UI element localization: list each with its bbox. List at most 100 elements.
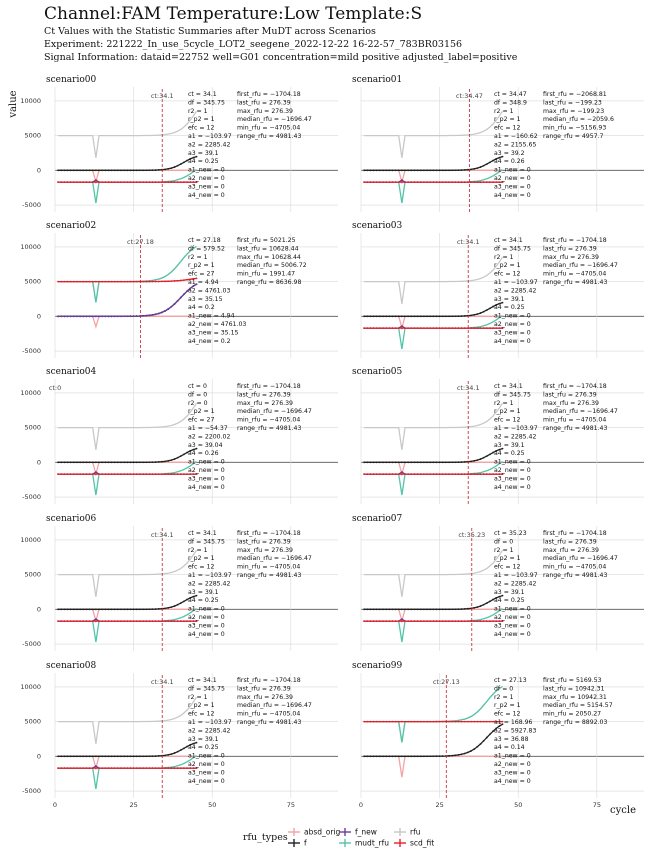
point-f [492, 598, 494, 601]
point-f_new [116, 315, 119, 318]
point-scd_fit [164, 473, 166, 476]
point-scd_fit [145, 620, 148, 623]
stats-right: last_rfu = 10942.31 [543, 685, 605, 692]
x-tick-label: 75 [287, 801, 295, 809]
point-f [170, 459, 173, 462]
y-tick-label: -5000 [22, 201, 41, 209]
point-scd_fit [94, 473, 97, 476]
stats-left: a4_new = 0 [188, 778, 225, 785]
ct-label: ct:35.23 [458, 531, 485, 539]
point-f [145, 608, 148, 611]
stats-left: r_p2 = 1 [494, 408, 521, 415]
point-scd_fit [388, 620, 391, 623]
point-f [72, 755, 75, 758]
point-scd_fit [116, 181, 119, 184]
point-f [135, 169, 138, 172]
stats-left: a4_new = 0 [494, 778, 531, 785]
point-scd_fit [101, 767, 104, 770]
point-f [126, 461, 129, 464]
point-scd_fit [489, 181, 491, 184]
point-f [448, 754, 450, 757]
point-f [57, 461, 60, 464]
point-scd_fit [407, 473, 410, 476]
point-f [388, 169, 391, 172]
point-scd_fit [473, 327, 476, 330]
chart-title: Channel:FAM Temperature:Low Template:S [44, 4, 423, 24]
point-f_new [63, 315, 66, 318]
point-scd_fit [66, 767, 69, 770]
point-scd_fit [69, 181, 72, 184]
point-scd_fit [63, 181, 66, 184]
point-scd_fit [419, 327, 422, 330]
point-scd_fit [492, 720, 494, 723]
panel-title: scenario03 [352, 221, 402, 231]
point-scd_fit [189, 473, 192, 476]
stats-left: a4 = 0.25 [188, 744, 219, 751]
point-scd_fit [173, 473, 176, 476]
subtitle-line-2: Experiment: 221222_In_use_5cycle_LOT2_se… [44, 39, 463, 50]
point-scd_fit [154, 767, 157, 770]
stats-left: a1_new = 0 [494, 606, 531, 613]
point-f_new [57, 315, 60, 318]
stats-left: a3_new = 0 [494, 329, 531, 336]
point-scd_fit [101, 280, 104, 283]
point-f [476, 167, 479, 170]
series-f [364, 723, 503, 757]
legend-label: absd_orig [304, 828, 341, 837]
stats-left: a1_new = 0 [188, 753, 225, 760]
point-scd_fit [123, 181, 126, 184]
legend-title: rfu_types [243, 832, 288, 843]
point-scd_fit [57, 473, 60, 476]
y-tick-label: 10000 [20, 243, 41, 251]
point-f [363, 755, 366, 758]
point-scd_fit [429, 327, 432, 330]
stats-right: last_rfu = 276.39 [237, 99, 291, 106]
stats-left: df = 345.75 [188, 538, 225, 545]
point-f [394, 755, 397, 758]
point-scd_fit [429, 181, 432, 184]
point-f_new [176, 299, 179, 302]
point-f [489, 161, 491, 164]
point-scd_fit [186, 278, 188, 281]
point-f [404, 755, 406, 758]
point-scd_fit [186, 767, 188, 770]
point-scd_fit [88, 473, 91, 476]
point-scd_fit [413, 720, 416, 723]
point-f [189, 597, 192, 599]
point-scd_fit [454, 327, 457, 330]
point-f [441, 608, 444, 611]
point-f [110, 169, 113, 172]
stats-right: last_rfu = 276.39 [543, 391, 597, 398]
subtitle-line-3: Signal Information: dataid=22752 well=G0… [44, 52, 518, 63]
point-f [157, 755, 160, 757]
point-f_new [400, 471, 403, 473]
point-f [98, 608, 100, 611]
y-tick-label: 0 [37, 458, 41, 466]
point-scd_fit [132, 620, 135, 623]
point-scd_fit [91, 620, 94, 623]
point-scd_fit [57, 620, 60, 623]
stats-left: r_p2 = 1 [188, 555, 215, 562]
point-scd_fit [107, 620, 110, 623]
point-scd_fit [79, 767, 82, 770]
stats-left: a1_new = 0 [188, 167, 225, 174]
ct-label: ct:34.1 [457, 238, 480, 246]
series-f [58, 283, 197, 317]
point-f [457, 753, 460, 756]
point-scd_fit [501, 327, 504, 330]
point-f [132, 608, 135, 611]
point-f [457, 169, 460, 172]
point-f [382, 461, 384, 464]
stats-left: a1 = −160.62 [494, 133, 538, 140]
point-f_new [107, 315, 110, 318]
point-scd_fit [110, 181, 113, 184]
point-f [489, 600, 491, 603]
point-scd_fit [448, 327, 450, 330]
point-f [167, 167, 170, 170]
point-f [126, 608, 129, 611]
stats-left: r_p2 = 1 [188, 408, 215, 415]
y-tick-label: 5000 [24, 278, 41, 286]
point-f [422, 461, 425, 464]
point-f [94, 608, 97, 611]
point-f [501, 723, 504, 726]
